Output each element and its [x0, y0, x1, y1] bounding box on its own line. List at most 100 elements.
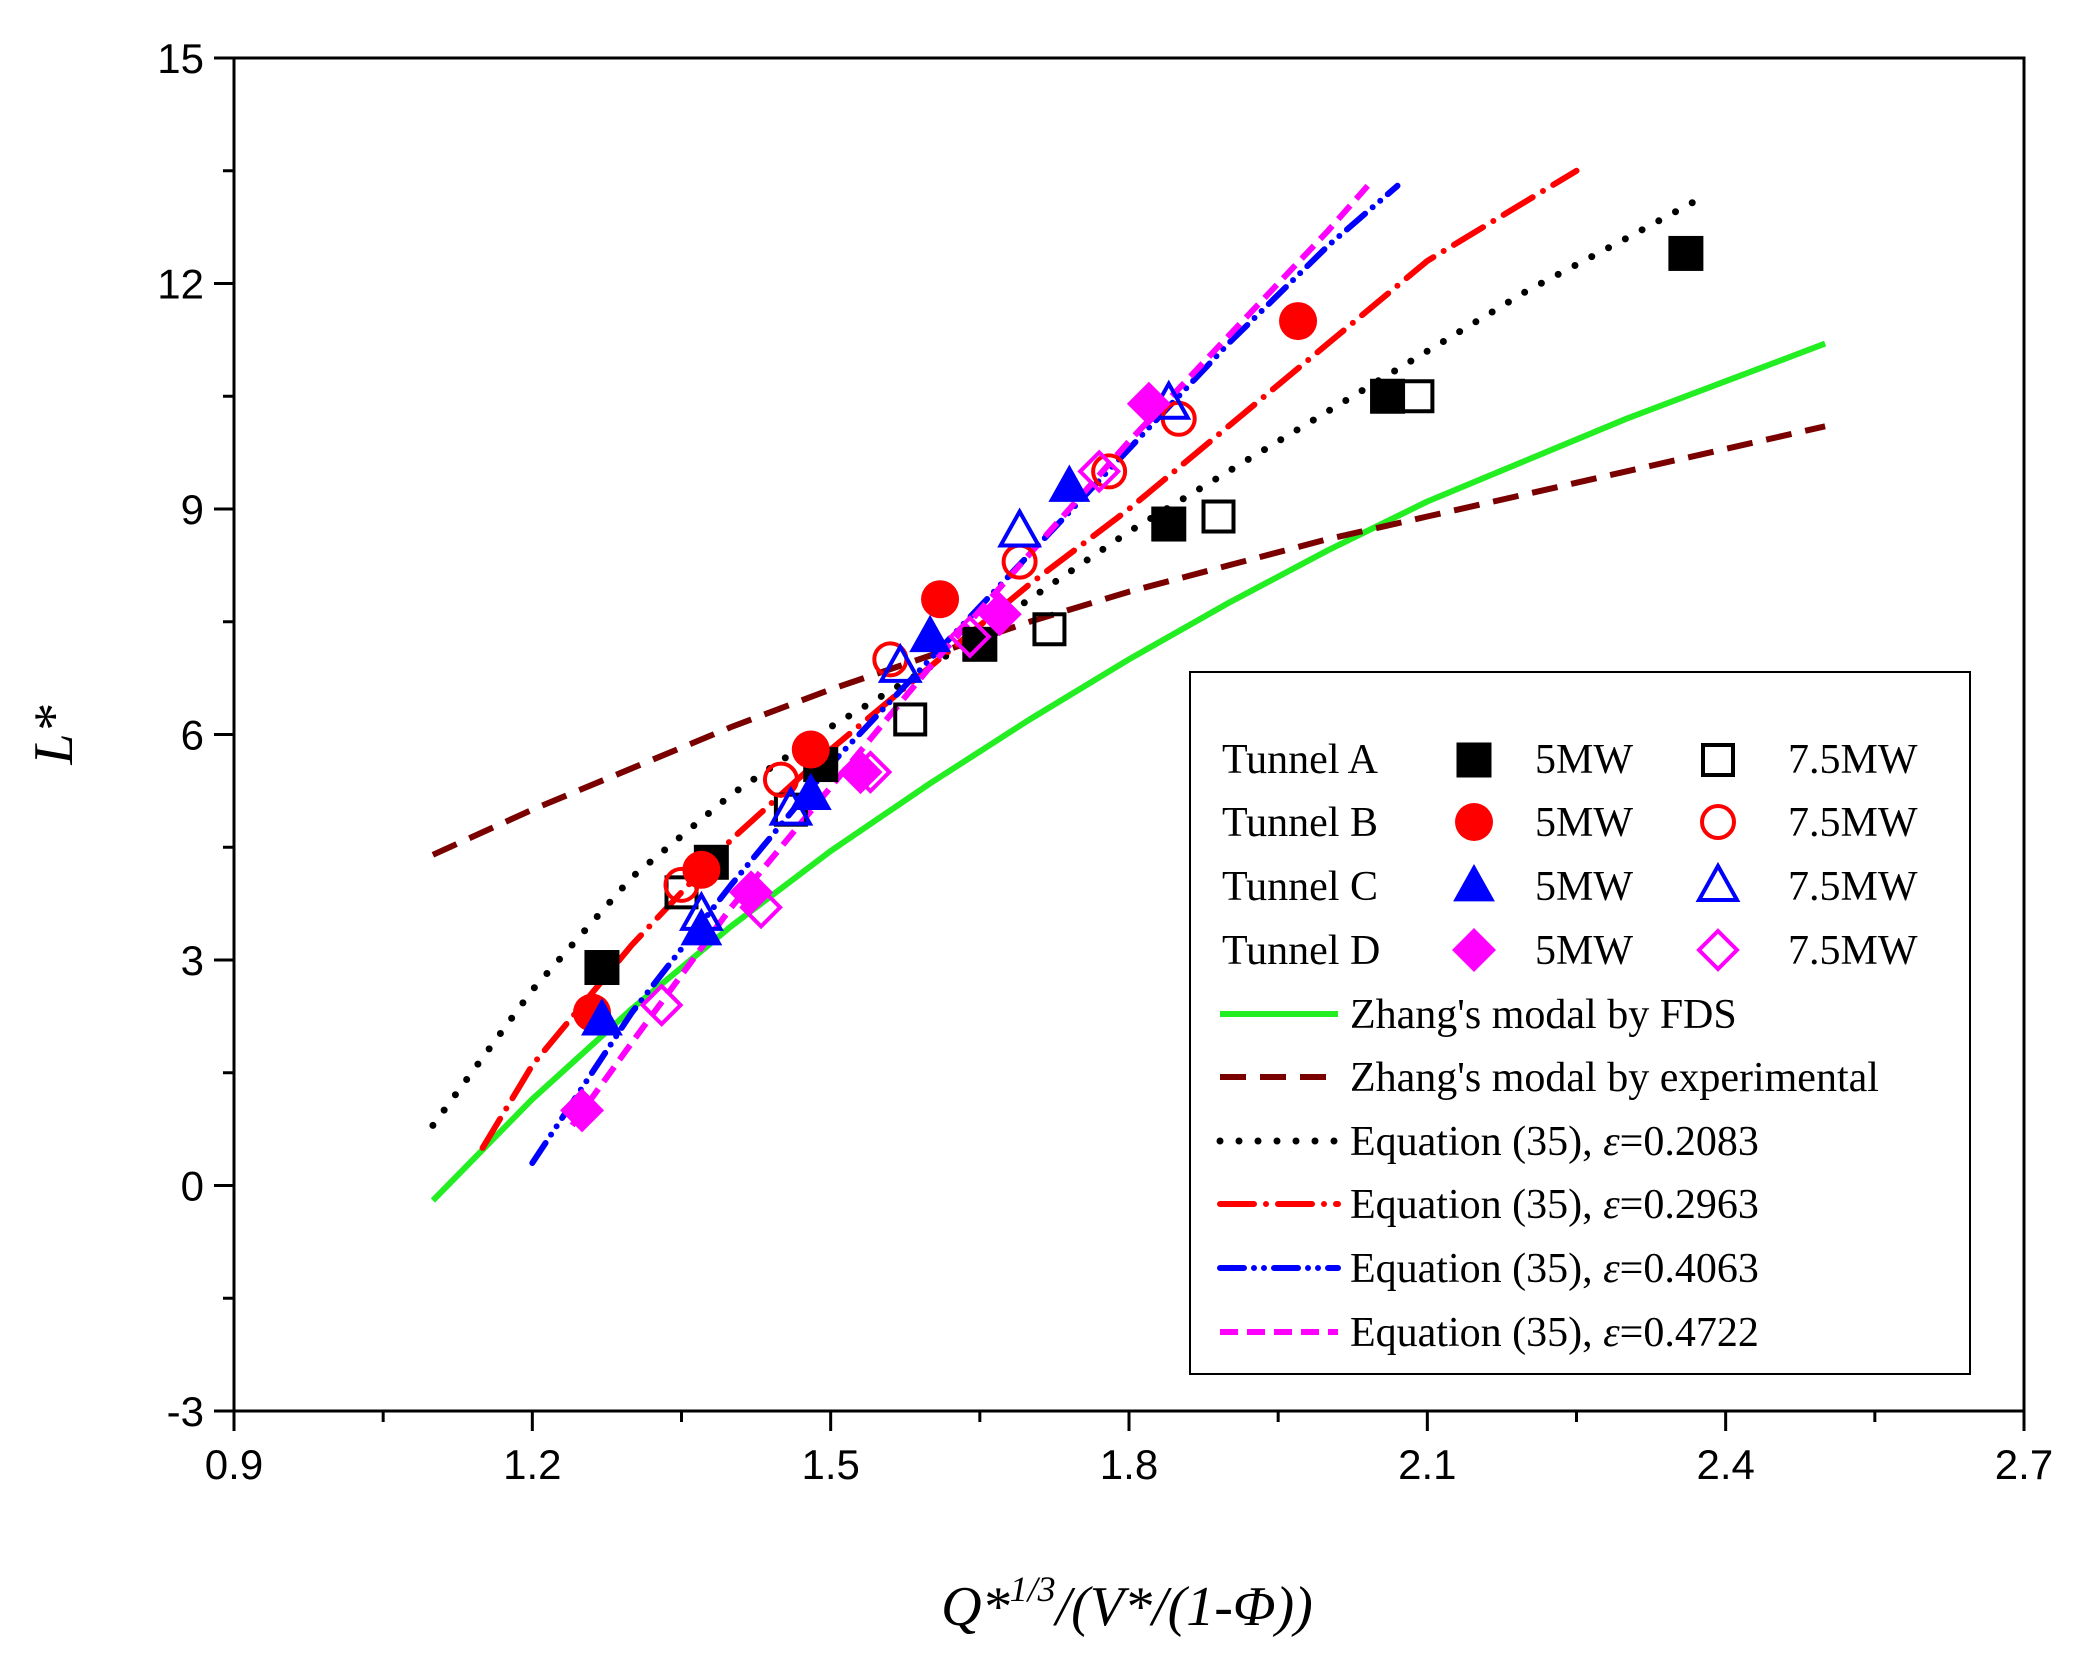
- legend-eq-4063-value: =0.4063: [1620, 1246, 1759, 1292]
- legend-row-tunnel-a: Tunnel A 5MW 7.5MW: [1222, 737, 1918, 783]
- legend-eq-2963-symbol: ε: [1603, 1182, 1620, 1228]
- legend-box: [1189, 671, 1971, 1375]
- x-tick-label: 2.4: [1696, 1441, 1754, 1488]
- y-tick-label: 6: [181, 712, 204, 759]
- legend-row-tunnel-d: Tunnel D 5MW 7.5MW: [1222, 928, 1918, 974]
- legend-eq-4722-prefix: Equation (35),: [1350, 1310, 1603, 1356]
- curve-0: [430, 340, 1827, 1203]
- x-axis-title-exponent: 1/3: [1010, 1569, 1056, 1609]
- point-circle-open: [1091, 453, 1128, 490]
- point-diamond-filled: [729, 870, 774, 915]
- legend-tunnel-b-5mw: 5MW: [1535, 800, 1633, 846]
- y-tick-label: -3: [167, 1388, 204, 1435]
- point-triangle-open: [678, 890, 724, 931]
- legend-marker-square: [1456, 742, 1492, 778]
- legend-marker-diamond: [1696, 928, 1740, 972]
- y-tick-label: 0: [181, 1163, 204, 1210]
- y-tick-label: 12: [157, 261, 204, 308]
- point-diamond-filled: [1126, 381, 1171, 426]
- point-diamond-filled: [838, 750, 883, 795]
- x-axis-title: Q*1/3/(V*/(1-Φ)): [941, 1569, 1313, 1638]
- point-triangle-open: [768, 785, 814, 826]
- x-tick-label: 1.5: [801, 1441, 859, 1488]
- legend-circle-filled-marker: [1455, 803, 1493, 841]
- legend-marker-diamond: [1452, 928, 1496, 972]
- y-tick-label: 15: [157, 35, 204, 82]
- legend-triangle-filled-marker: [1453, 864, 1495, 902]
- legend-eq-2083-entry: Equation (35), ε=0.2083: [1216, 1119, 1759, 1165]
- point-circle-filled: [1279, 302, 1318, 341]
- point-diamond-filled: [977, 592, 1022, 637]
- ticks-layer: 0.9 1.2 1.5 1.8 2.1 2.4 2.7 -3 0 3 6 9 12 15: [157, 35, 2053, 1488]
- legend-circle-open-marker: [1700, 804, 1736, 840]
- point-circle-filled: [682, 850, 721, 889]
- legend-tunnel-a-label: Tunnel A: [1222, 737, 1379, 783]
- legend-marker-triangle: [1695, 861, 1741, 902]
- legend-eq-4063-prefix: Equation (35),: [1350, 1246, 1603, 1292]
- point-square-open: [1201, 499, 1236, 534]
- y-axis-title: L*: [23, 705, 85, 765]
- x-tick-label: 0.9: [205, 1441, 263, 1488]
- legend-eq-2083-prefix: Equation (35),: [1350, 1119, 1603, 1165]
- curve-3: [479, 167, 1580, 1151]
- point-circle-open: [762, 761, 799, 798]
- y-tick-label: 9: [181, 486, 204, 533]
- legend-eq-2083-label: Equation (35), ε=0.2083: [1350, 1119, 1759, 1165]
- legend-eq-2963-value: =0.2963: [1620, 1182, 1759, 1228]
- legend-tunnel-c-label: Tunnel C: [1222, 864, 1378, 910]
- legend-tunnel-a-5mw: 5MW: [1535, 737, 1633, 783]
- point-square-open: [1400, 379, 1435, 414]
- legend-eq-4063-symbol: ε: [1603, 1246, 1620, 1292]
- legend-eq-4722-entry: Equation (35), ε=0.4722: [1220, 1310, 1759, 1356]
- curve-1: [431, 423, 1826, 858]
- point-square-filled: [1668, 235, 1704, 271]
- point-diamond-filled: [560, 1088, 605, 1133]
- x-tick-label: 1.2: [503, 1441, 561, 1488]
- legend-tunnel-c-5mw: 5MW: [1535, 864, 1633, 910]
- x-tick-label: 1.8: [1100, 1441, 1158, 1488]
- point-circle-filled: [921, 580, 960, 619]
- x-axis-title-rest: /(V*/(1-Φ)): [1053, 1576, 1313, 1638]
- legend: Tunnel A 5MW 7.5MW Tunnel B 5MW 7.5MW Tu…: [1189, 671, 1971, 1375]
- legend-eq-2963-label: Equation (35), ε=0.2963: [1350, 1182, 1759, 1228]
- point-triangle-filled: [909, 614, 952, 653]
- legend-tunnel-d-label: Tunnel D: [1222, 928, 1380, 974]
- legend-square-filled-marker: [1456, 742, 1492, 778]
- legend-diamond-open-marker: [1696, 928, 1740, 972]
- legend-marker-square: [1701, 743, 1735, 777]
- legend-eq-4063-entry: Equation (35), ε=0.4063: [1217, 1246, 1759, 1292]
- legend-tunnel-b-7-5mw: 7.5MW: [1788, 800, 1918, 846]
- point-triangle-filled: [581, 998, 623, 1036]
- point-triangle-filled: [1048, 464, 1091, 502]
- point-diamond-open: [1077, 449, 1121, 494]
- point-square-filled: [1370, 378, 1406, 414]
- point-diamond-open: [739, 885, 783, 930]
- curves-layer: [429, 167, 1827, 1203]
- legend-eq-2963-prefix: Equation (35),: [1350, 1182, 1603, 1228]
- legend-row-tunnel-b: Tunnel B 5MW 7.5MW: [1222, 800, 1918, 846]
- legend-experimental-entry: Zhang's modal by experimental: [1220, 1055, 1879, 1101]
- legend-diamond-filled-marker: [1452, 928, 1496, 972]
- x-tick-label: 2.1: [1398, 1441, 1456, 1488]
- point-square-filled: [1151, 506, 1187, 542]
- legend-marker-circle: [1700, 804, 1736, 840]
- point-triangle-filled: [789, 772, 832, 811]
- point-circle-filled: [791, 730, 830, 769]
- point-triangle-open: [997, 507, 1043, 548]
- point-square-filled: [584, 950, 620, 986]
- legend-fds-entry: Zhang's modal by FDS: [1220, 992, 1737, 1038]
- x-axis-title-q: Q*: [941, 1576, 1009, 1638]
- legend-eq-2963-entry: Equation (35), ε=0.2963: [1217, 1182, 1759, 1228]
- curve-4: [529, 182, 1401, 1166]
- legend-square-open-marker: [1701, 743, 1735, 777]
- legend-experimental-label: Zhang's modal by experimental: [1350, 1055, 1879, 1101]
- curve-2: [429, 197, 1700, 1129]
- point-square-open: [893, 702, 928, 737]
- legend-tunnel-c-7-5mw: 7.5MW: [1788, 864, 1918, 910]
- point-triangle-open: [877, 642, 923, 683]
- legend-marker-triangle: [1453, 864, 1495, 902]
- point-diamond-open: [639, 983, 684, 1027]
- legend-marker-circle: [1455, 803, 1493, 841]
